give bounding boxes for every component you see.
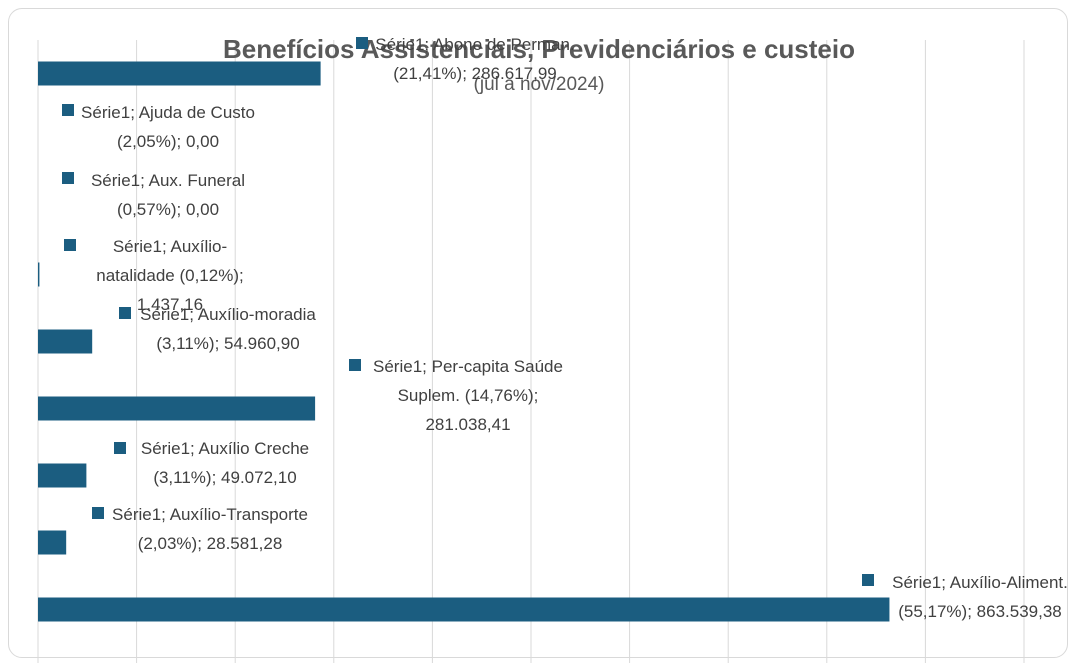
data-label-part: Série1 bbox=[90, 171, 141, 190]
data-label-part: ; bbox=[214, 334, 225, 353]
legend-marker bbox=[114, 442, 126, 454]
data-label-part: ; bbox=[190, 439, 199, 458]
data-label: Série1; Per-capita Saúde Suplem. (14,76%… bbox=[373, 352, 563, 439]
data-label-part: 54.960,90 bbox=[224, 334, 300, 353]
bar bbox=[38, 463, 87, 488]
data-label-part: Série1 bbox=[892, 573, 942, 592]
chart-title: Benefícios Assistenciais, Previdenciário… bbox=[223, 34, 855, 64]
data-label-part: (2,03%) bbox=[137, 534, 198, 553]
data-label-part: Série1 bbox=[140, 439, 191, 458]
data-label-part: 49.072,10 bbox=[221, 468, 297, 487]
data-label-part: ; bbox=[211, 468, 222, 487]
data-label-part: ; bbox=[424, 35, 433, 54]
bar bbox=[38, 61, 321, 86]
data-label: Série1; Aux. Funeral (0,57%); 0,00 bbox=[78, 166, 258, 224]
data-label-part: ; bbox=[462, 64, 472, 83]
legend-marker bbox=[356, 37, 368, 49]
data-label-part: 0,00 bbox=[185, 200, 220, 219]
data-label-part: Série1 bbox=[112, 505, 162, 524]
data-label-part: ; bbox=[130, 103, 139, 122]
data-label-part: ; bbox=[533, 386, 539, 405]
legend-marker bbox=[64, 239, 76, 251]
data-label-part: (0,12%) bbox=[179, 266, 239, 285]
data-label-part: Auxílio Creche bbox=[198, 439, 310, 458]
legend-marker bbox=[62, 104, 74, 116]
data-label-part: 1.437,16 bbox=[136, 295, 204, 314]
data-label-part: (21,41%) bbox=[393, 64, 463, 83]
data-label-part: Abono de Perman. bbox=[432, 35, 575, 54]
data-label-part: Per-capita Saúde Suplem. bbox=[397, 357, 563, 405]
data-label: Série1; Abono de Perman. (21,41%); 286.6… bbox=[375, 30, 575, 88]
data-label-part: (55,17%) bbox=[898, 602, 968, 621]
data-label-part: Auxílio-natalidade bbox=[96, 237, 228, 285]
data-label: Série1; Auxílio-moradia (3,11%); 54.960,… bbox=[133, 300, 323, 358]
data-label-part: Série1 bbox=[375, 35, 425, 54]
data-label-part: Auxílio-Aliment. bbox=[949, 573, 1068, 592]
data-label-part: ; bbox=[176, 132, 186, 151]
legend-marker bbox=[119, 307, 131, 319]
data-label-part: ; bbox=[176, 200, 186, 219]
data-label-part: (0,57%) bbox=[116, 200, 177, 219]
data-label: Série1; Auxílio Creche (3,11%); 49.072,1… bbox=[135, 434, 315, 492]
bar bbox=[38, 597, 890, 622]
bar bbox=[38, 262, 40, 287]
data-label-part: Série1 bbox=[81, 103, 131, 122]
data-label-part: ; bbox=[197, 534, 207, 553]
data-label-part: (3,11%) bbox=[156, 334, 215, 353]
legend-marker bbox=[92, 507, 104, 519]
data-label-part: (14,76%) bbox=[464, 386, 534, 405]
data-label-part: ; bbox=[161, 505, 170, 524]
data-label-part: Ajuda de Custo bbox=[138, 103, 255, 122]
data-label-part: ; bbox=[161, 237, 171, 256]
data-label: Série1; Auxílio-Aliment. (55,17%); 863.5… bbox=[885, 568, 1075, 626]
data-label-part: 28.581,28 bbox=[206, 534, 283, 553]
bar bbox=[38, 530, 67, 555]
data-label-part: ; bbox=[189, 305, 198, 324]
bar bbox=[38, 329, 93, 354]
data-label-part: 0,00 bbox=[185, 132, 220, 151]
data-label-part: ; bbox=[941, 573, 950, 592]
data-label-part: ; bbox=[239, 266, 244, 285]
legend-marker bbox=[862, 574, 874, 586]
data-label-part: 863.539,38 bbox=[976, 602, 1062, 621]
data-label-part: Série1 bbox=[112, 237, 162, 256]
data-label-part: Aux. Funeral bbox=[148, 171, 246, 190]
data-label-part: ; bbox=[422, 357, 432, 376]
data-label-part: Auxílio-moradia bbox=[197, 305, 316, 324]
data-label-part: ; bbox=[967, 602, 977, 621]
legend-marker bbox=[349, 359, 361, 371]
data-label-part: ; bbox=[140, 171, 149, 190]
data-label: Série1; Auxílio-natalidade (0,12%); 1.43… bbox=[85, 232, 255, 319]
data-label-part: Auxílio-Transporte bbox=[169, 505, 308, 524]
chart-frame bbox=[8, 8, 1068, 658]
data-label: Série1; Ajuda de Custo (2,05%); 0,00 bbox=[68, 98, 268, 156]
chart-subtitle: (jul a nov/2024) bbox=[473, 74, 605, 95]
data-label: Série1; Auxílio-Transporte (2,03%); 28.5… bbox=[110, 500, 310, 558]
data-label-part: (3,11%) bbox=[153, 468, 212, 487]
data-label-part: Série1 bbox=[373, 357, 423, 376]
legend-marker bbox=[62, 172, 74, 184]
data-label-part: Série1 bbox=[140, 305, 190, 324]
data-label-part: 281.038,41 bbox=[425, 415, 511, 434]
data-label-part: (2,05%) bbox=[116, 132, 177, 151]
bar bbox=[38, 396, 316, 421]
data-label-part: 286.617,99 bbox=[471, 64, 557, 83]
